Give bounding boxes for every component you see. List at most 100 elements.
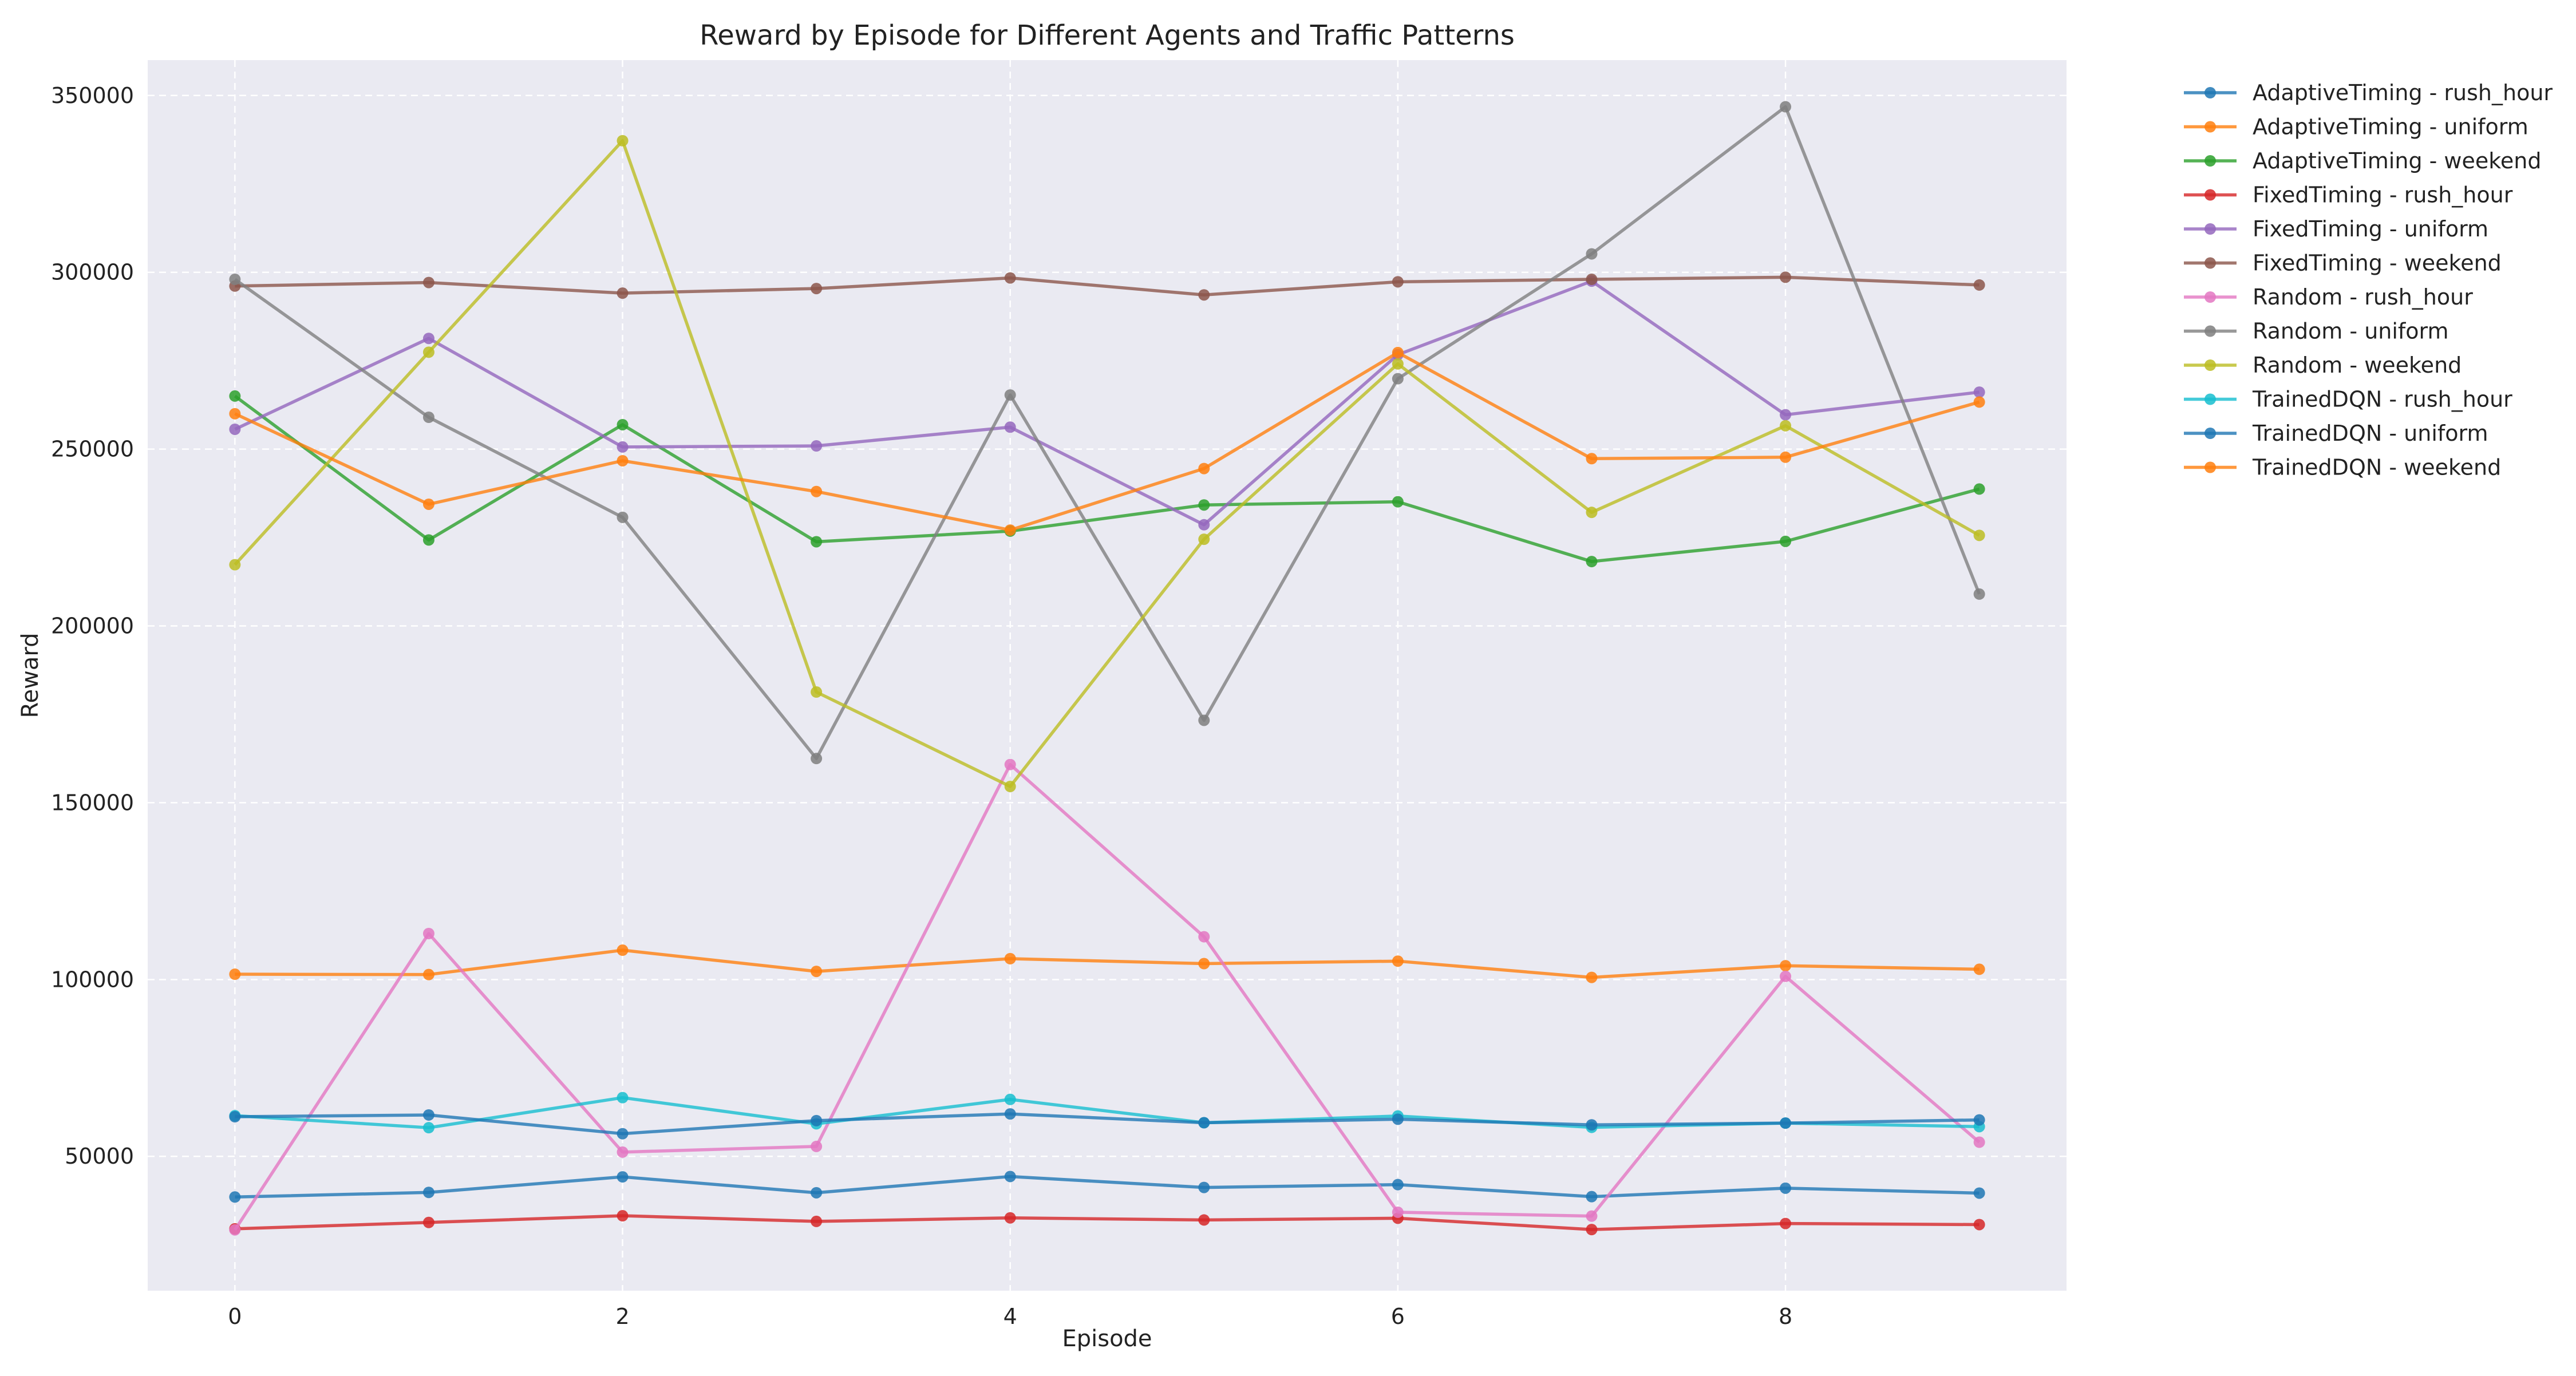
- data-point: [229, 1191, 241, 1203]
- data-point: [811, 1187, 823, 1199]
- legend-entry: AdaptiveTiming - uniform: [2184, 114, 2528, 140]
- legend: AdaptiveTiming - rush_hour AdaptiveTiming…: [2184, 80, 2553, 480]
- data-point: [811, 485, 823, 497]
- data-point: [1780, 1117, 1792, 1129]
- data-point: [1586, 1224, 1598, 1236]
- data-point: [1780, 409, 1792, 421]
- legend-swatch-marker: [2204, 393, 2216, 405]
- data-point: [617, 1092, 629, 1104]
- data-point: [617, 1171, 629, 1183]
- data-point: [422, 333, 434, 345]
- x-tick-label: 6: [1391, 1304, 1405, 1329]
- data-point: [617, 1146, 629, 1158]
- data-point: [811, 440, 823, 452]
- legend-label: AdaptiveTiming - uniform: [2253, 114, 2528, 140]
- data-point: [229, 424, 241, 435]
- x-tick-label: 8: [1779, 1304, 1792, 1329]
- legend-entry: Random - weekend: [2184, 353, 2462, 378]
- data-point: [1004, 389, 1016, 401]
- x-tick-label: 4: [1003, 1304, 1017, 1329]
- data-point: [1973, 1187, 1985, 1199]
- data-point: [1198, 289, 1210, 301]
- plot-area-background: [148, 60, 2067, 1291]
- data-point: [1392, 496, 1404, 508]
- y-tick-label: 300000: [51, 260, 134, 285]
- y-tick-label: 100000: [51, 967, 134, 992]
- data-point: [1586, 971, 1598, 983]
- data-point: [1004, 1093, 1016, 1105]
- data-point: [617, 944, 629, 956]
- data-point: [229, 408, 241, 420]
- data-point: [811, 1215, 823, 1227]
- data-point: [422, 928, 434, 940]
- data-point: [1973, 396, 1985, 408]
- data-point: [229, 1224, 241, 1236]
- legend-entry: TrainedDQN - rush_hour: [2184, 387, 2512, 412]
- legend-swatch-marker: [2204, 257, 2216, 269]
- data-point: [1780, 451, 1792, 463]
- data-point: [1198, 519, 1210, 531]
- series-lines: [229, 101, 1985, 1236]
- data-point: [617, 441, 629, 453]
- legend-swatch-marker: [2204, 461, 2216, 473]
- legend-label: Random - weekend: [2253, 353, 2462, 378]
- data-point: [1198, 533, 1210, 545]
- legend-swatch-marker: [2204, 155, 2216, 167]
- data-point: [1198, 462, 1210, 475]
- data-point: [1392, 955, 1404, 967]
- data-point: [1780, 1182, 1792, 1194]
- data-point: [422, 1187, 434, 1199]
- data-point: [617, 287, 629, 299]
- data-point: [1780, 101, 1792, 113]
- data-point: [1004, 1171, 1016, 1183]
- y-axis-label: Reward: [17, 633, 44, 718]
- series-line: [235, 1214, 1980, 1231]
- data-point: [1973, 1114, 1985, 1126]
- gridlines: [148, 60, 2067, 1291]
- data-point: [229, 968, 241, 980]
- legend-entry: AdaptiveTiming - rush_hour: [2184, 80, 2553, 105]
- data-point: [422, 411, 434, 423]
- data-point: [1780, 271, 1792, 283]
- data-point: [1586, 1119, 1598, 1131]
- legend-label: FixedTiming - uniform: [2253, 216, 2488, 242]
- series-group: [229, 1171, 1985, 1203]
- data-point: [422, 1122, 434, 1134]
- legend-label: Random - uniform: [2253, 319, 2449, 344]
- series-group: [229, 101, 1985, 765]
- legend-label: TrainedDQN - rush_hour: [2252, 387, 2512, 412]
- y-tick-label: 50000: [65, 1144, 134, 1169]
- series-line: [234, 105, 1981, 760]
- legend-entry: TrainedDQN - uniform: [2184, 421, 2488, 446]
- data-point: [1973, 1219, 1985, 1231]
- legend-label: AdaptiveTiming - rush_hour: [2253, 80, 2553, 105]
- data-point: [1780, 970, 1792, 982]
- data-point: [1198, 1181, 1210, 1193]
- data-point: [1198, 499, 1210, 511]
- y-tick-label: 150000: [51, 790, 134, 815]
- data-point: [229, 1111, 241, 1123]
- legend-label: TrainedDQN - uniform: [2252, 421, 2488, 446]
- series-line: [235, 1112, 1980, 1136]
- data-point: [811, 536, 823, 548]
- series-line: [235, 1175, 1980, 1199]
- data-point: [422, 968, 434, 980]
- x-tick-label: 2: [615, 1304, 629, 1329]
- data-point: [1586, 507, 1598, 519]
- series-group: [229, 346, 1985, 536]
- y-tick-label: 200000: [51, 614, 134, 639]
- legend-label: FixedTiming - rush_hour: [2253, 183, 2513, 208]
- axis-ticks: 0 2 4 6 8 50000 100000 150000 200000 250000 300000…: [51, 83, 1792, 1329]
- legend-swatch-marker: [2204, 121, 2216, 133]
- data-point: [811, 1114, 823, 1126]
- legend-entry: FixedTiming - uniform: [2184, 216, 2488, 242]
- data-point: [422, 1109, 434, 1121]
- data-point: [1586, 248, 1598, 260]
- data-point: [422, 276, 434, 288]
- data-point: [617, 511, 629, 523]
- series-group: [229, 135, 1985, 792]
- data-point: [1973, 386, 1985, 398]
- data-point: [229, 390, 241, 402]
